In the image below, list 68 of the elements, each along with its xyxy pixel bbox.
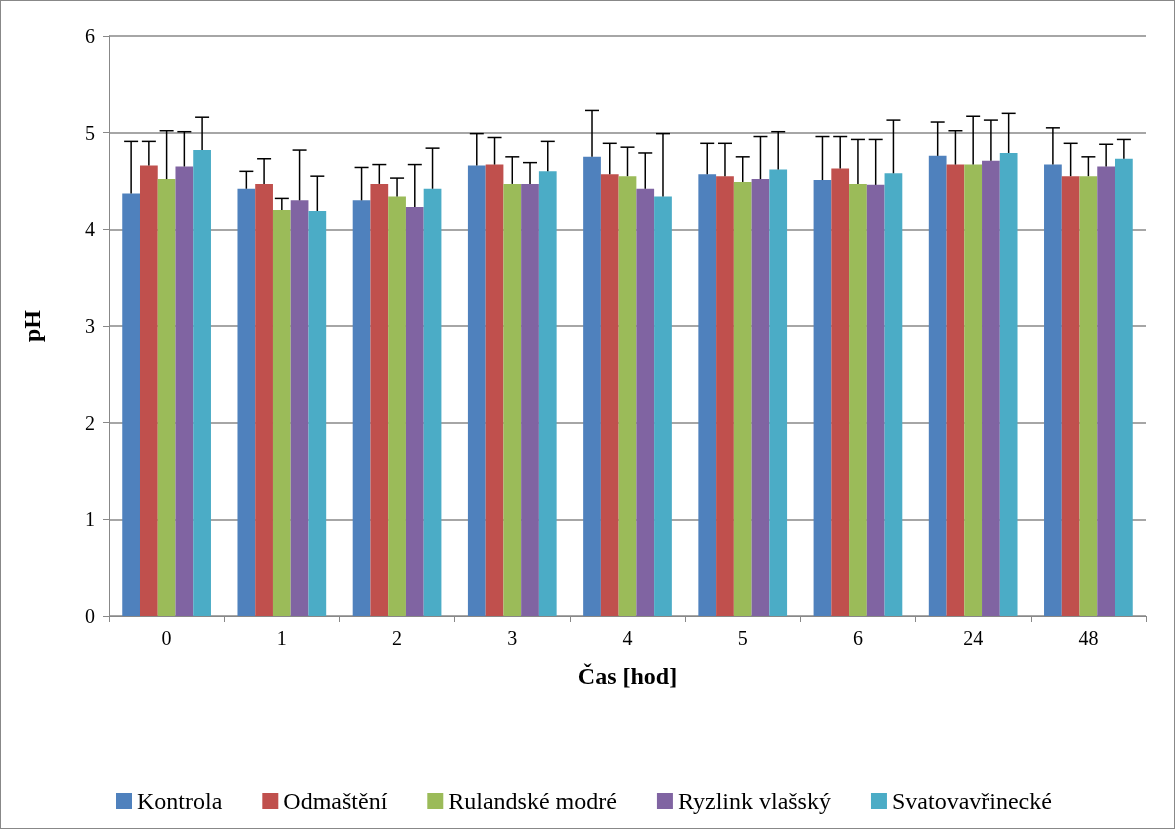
bar [716,176,734,616]
bar [503,183,522,616]
bar [849,183,867,616]
bar [139,165,158,616]
bar [964,164,983,616]
legend-label: Ryzlink vlašský [677,788,831,814]
bar [1079,176,1098,616]
legend-label: Svatovavřinecké [891,788,1052,814]
bar [290,200,309,616]
y-tick-label: 6 [85,25,95,47]
y-tick-label: 1 [85,508,95,531]
bar [618,176,637,616]
bar [521,183,539,616]
bar [831,168,850,616]
bar [255,183,273,616]
x-tick-label: 1 [276,627,287,649]
bar [600,174,619,616]
bar [370,183,389,616]
bar [999,152,1018,616]
y-tick-label: 3 [85,315,95,337]
bar [405,207,424,616]
x-tick-label: 3 [507,627,518,649]
bar [813,180,832,616]
x-tick-label: 0 [161,627,172,649]
x-tick-label: 2 [392,627,403,649]
bar [485,164,504,616]
x-axis-title: Čas [hod] [577,663,678,689]
bar [751,179,770,616]
bar [237,188,256,616]
bar [193,150,211,616]
y-tick-label: 0 [85,605,95,627]
bar [769,169,788,616]
bar [272,210,291,616]
bar [866,184,885,616]
x-tick-label: 6 [852,627,863,649]
bar [352,200,371,616]
y-axis-title: pH [19,309,45,343]
bar [538,171,557,616]
bar [1115,158,1133,616]
bar [1097,166,1116,616]
x-tick-label: 4 [622,627,633,649]
legend-label: Rulandské modré [448,788,617,814]
bar [698,174,717,616]
bar [928,155,947,616]
x-tick-label: 48 [1078,627,1099,649]
y-tick-label: 5 [85,121,95,144]
bar [884,173,903,616]
bar [308,210,327,616]
bar [122,193,140,616]
bar [733,181,752,616]
legend-label: Odmaštění [283,788,388,814]
bar [654,196,672,616]
bar [636,188,655,616]
x-tick-label: 24 [963,627,984,649]
bar [423,188,442,616]
bar [175,166,194,616]
bar [157,179,176,616]
bar [946,164,965,616]
bar [388,196,406,616]
y-tick-label: 2 [85,411,95,434]
y-tick-label: 4 [85,218,95,241]
bar [982,160,1000,616]
bar [1044,164,1062,616]
legend-label: Kontrola [137,788,223,814]
bar [467,165,486,616]
x-tick-label: 5 [737,627,748,649]
bar [1061,176,1080,616]
bar [583,156,601,616]
